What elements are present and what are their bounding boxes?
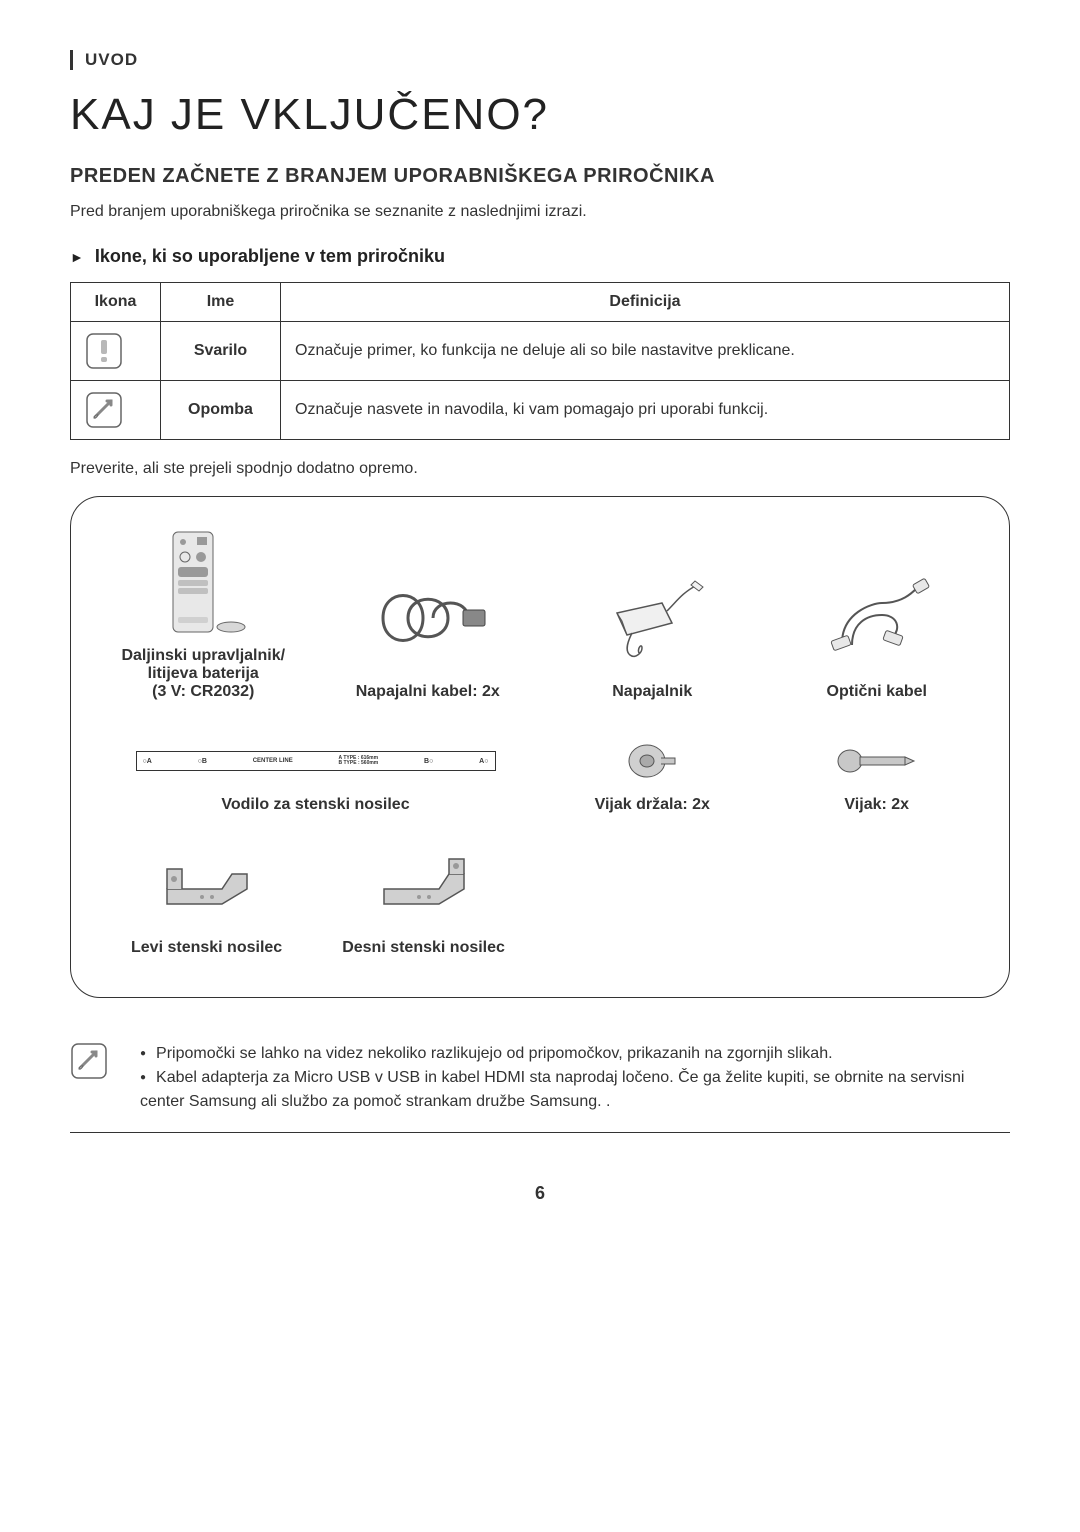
table-row: Svarilo Označuje primer, ko funkcija ne …	[71, 322, 1010, 381]
sub-heading: Ikone, ki so uporabljene v tem priročnik…	[95, 246, 445, 266]
caution-icon	[85, 332, 123, 370]
row-def: Označuje nasvete in navodila, ki vam pom…	[281, 381, 1010, 440]
note-item: Pripomočki se lahko na videz nekoliko ra…	[140, 1042, 1010, 1066]
table-header-icon: Ikona	[71, 283, 161, 322]
remote-icon	[153, 527, 253, 637]
table-row: Opomba Označuje nasvete in navodila, ki …	[71, 381, 1010, 440]
holder-screw-icon	[617, 736, 687, 786]
adapter-icon	[587, 573, 717, 663]
optical-cable-icon	[812, 573, 942, 663]
row-name: Opomba	[161, 381, 281, 440]
page-subtitle: PREDEN ZAČNETE Z BRANJEM UPORABNIŠKEGA P…	[70, 165, 1010, 188]
wall-guide-icon: ○A ○B CENTER LINE A TYPE : 616mm B TYPE …	[136, 751, 496, 771]
accessory-label: Desni stenski nosilec	[342, 939, 505, 957]
row-name: Svarilo	[161, 322, 281, 381]
accessory-label: Optični kabel	[765, 683, 990, 701]
accessory-label: Vodilo za stenski nosilec	[91, 796, 540, 814]
row-def: Označuje primer, ko funkcija ne deluje a…	[281, 322, 1010, 381]
left-bracket-icon	[152, 854, 262, 924]
arrow-icon: ►	[70, 249, 84, 265]
screw-icon	[832, 741, 922, 781]
accessory-label: Daljinski upravljalnik/ litijeva baterij…	[91, 647, 316, 701]
check-text: Preverite, ali ste prejeli spodnjo dodat…	[70, 460, 1010, 478]
accessory-label: Napajalni kabel: 2x	[316, 683, 541, 701]
note-icon	[70, 1042, 108, 1080]
accessory-label: Levi stenski nosilec	[131, 939, 282, 957]
accessory-label: Napajalnik	[540, 683, 765, 701]
note-icon	[85, 391, 123, 429]
right-bracket-icon	[369, 854, 479, 924]
note-block: Pripomočki se lahko na videz nekoliko ra…	[70, 1038, 1010, 1133]
intro-text: Pred branjem uporabniškega priročnika se…	[70, 203, 1010, 221]
page-number: 6	[70, 1183, 1010, 1204]
page-title: KAJ JE VKLJUČENO?	[70, 90, 1010, 140]
section-label: UVOD	[85, 50, 1010, 70]
power-cable-icon	[363, 578, 493, 658]
note-item: Kabel adapterja za Micro USB v USB in ka…	[140, 1066, 1010, 1114]
icon-definition-table: Ikona Ime Definicija Svarilo Označuje pr…	[70, 282, 1010, 440]
accessory-label: Vijak držala: 2x	[540, 796, 765, 814]
accessory-box: Daljinski upravljalnik/ litijeva baterij…	[70, 496, 1010, 998]
accessory-label: Vijak: 2x	[765, 796, 990, 814]
table-header-name: Ime	[161, 283, 281, 322]
table-header-def: Definicija	[281, 283, 1010, 322]
